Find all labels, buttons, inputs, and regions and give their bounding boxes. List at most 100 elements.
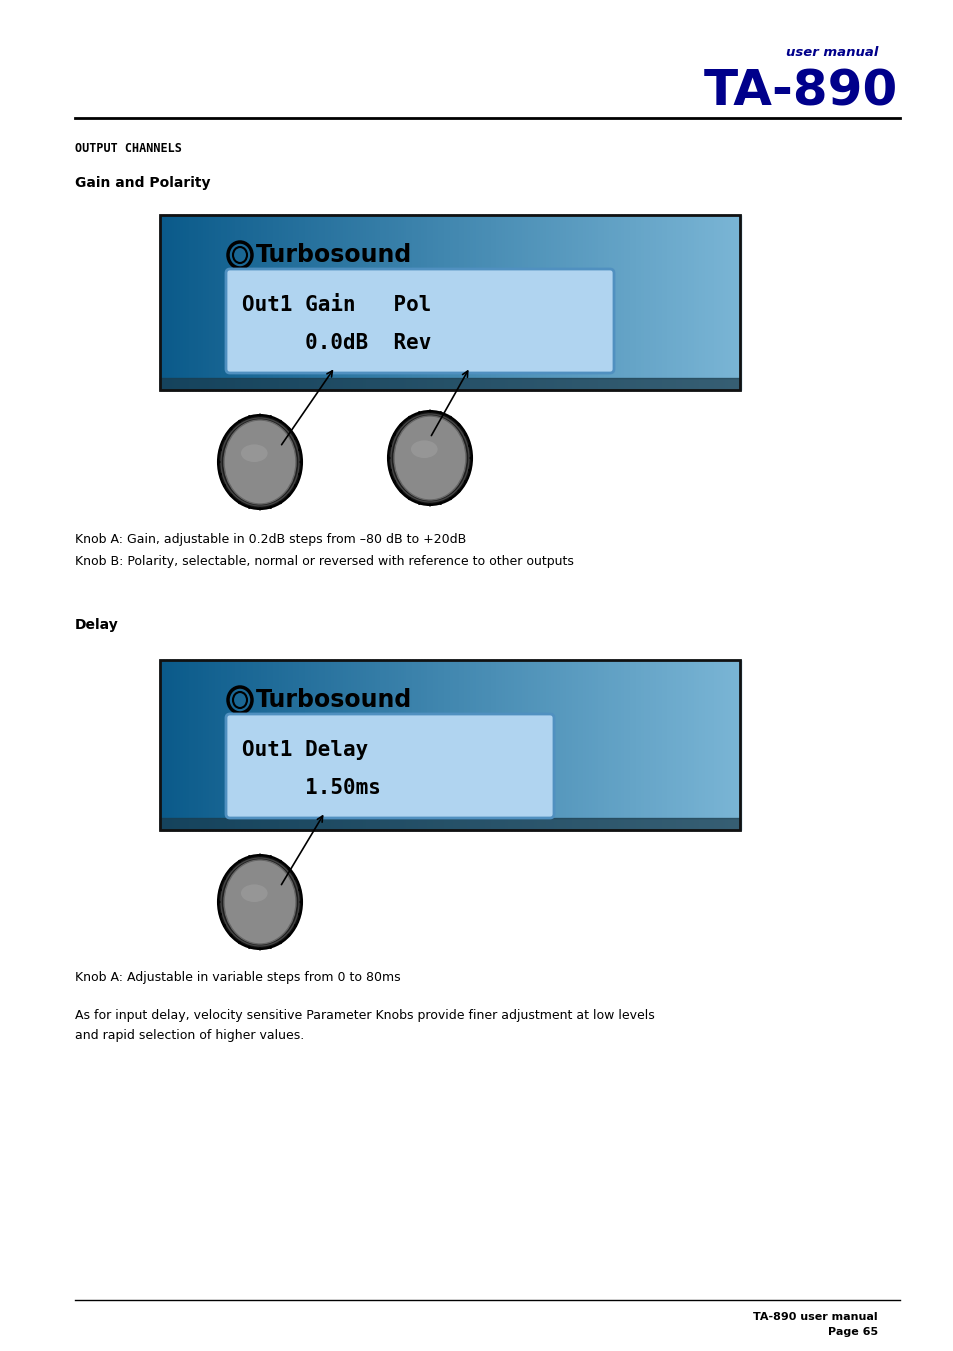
Bar [160, 384, 740, 390]
Bar [224, 215, 228, 390]
Ellipse shape [248, 946, 251, 948]
Bar [478, 215, 482, 390]
Bar [296, 215, 300, 390]
Bar [595, 215, 598, 390]
Bar [643, 661, 647, 830]
Ellipse shape [287, 427, 290, 430]
Ellipse shape [294, 877, 296, 880]
Bar [737, 215, 740, 390]
Bar [163, 661, 167, 830]
Bar [166, 215, 170, 390]
Bar [600, 215, 604, 390]
Bar [319, 661, 323, 830]
Bar [375, 661, 378, 830]
Bar [592, 215, 596, 390]
Bar [331, 661, 335, 830]
Bar [574, 215, 578, 390]
Bar [589, 215, 593, 390]
Bar [348, 215, 352, 390]
Bar [435, 215, 439, 390]
Bar [244, 661, 248, 830]
Ellipse shape [237, 420, 241, 423]
Bar [620, 215, 624, 390]
Bar [426, 215, 430, 390]
Bar [551, 215, 555, 390]
Bar [160, 384, 740, 390]
Bar [476, 661, 479, 830]
Bar [542, 215, 546, 390]
Ellipse shape [230, 427, 233, 430]
Bar [661, 215, 665, 390]
Bar [539, 215, 543, 390]
Bar [200, 215, 204, 390]
Bar [574, 661, 578, 830]
Ellipse shape [218, 449, 222, 451]
Bar [183, 215, 187, 390]
Bar [514, 215, 517, 390]
Bar [498, 215, 502, 390]
Bar [160, 823, 740, 830]
Ellipse shape [258, 947, 261, 951]
Bar [612, 661, 616, 830]
Bar [676, 661, 679, 830]
Bar [169, 661, 172, 830]
Bar [537, 215, 540, 390]
Bar [296, 661, 300, 830]
Bar [375, 215, 378, 390]
Bar [638, 661, 641, 830]
Bar [441, 661, 445, 830]
Bar [247, 661, 251, 830]
Bar [415, 661, 418, 830]
Bar [339, 215, 343, 390]
Bar [160, 823, 740, 830]
Bar [186, 661, 190, 830]
Bar [693, 661, 697, 830]
Bar [197, 661, 201, 830]
Bar [395, 661, 398, 830]
Text: OUTPUT CHANNELS: OUTPUT CHANNELS [75, 142, 182, 154]
Bar [554, 215, 558, 390]
Bar [160, 823, 740, 830]
Ellipse shape [241, 885, 268, 902]
Bar [649, 215, 654, 390]
Bar [525, 215, 529, 390]
Bar [595, 661, 598, 830]
Bar [160, 384, 740, 390]
Bar [305, 215, 309, 390]
Bar [160, 823, 740, 830]
Ellipse shape [237, 859, 241, 863]
Bar [490, 661, 494, 830]
Text: As for input delay, velocity sensitive Parameter Knobs provide finer adjustment : As for input delay, velocity sensitive P… [75, 1009, 654, 1023]
Ellipse shape [391, 413, 469, 503]
Bar [395, 215, 398, 390]
Bar [261, 215, 265, 390]
Bar [386, 661, 390, 830]
Bar [160, 384, 740, 390]
Bar [659, 661, 662, 830]
Bar [522, 661, 526, 830]
Bar [728, 661, 732, 830]
Bar [615, 661, 618, 830]
Bar [737, 661, 740, 830]
Bar [160, 823, 740, 830]
Bar [493, 215, 497, 390]
Ellipse shape [294, 924, 296, 927]
Bar [646, 661, 650, 830]
Bar [275, 215, 279, 390]
Bar [484, 661, 488, 830]
Bar [498, 661, 502, 830]
Bar [163, 215, 167, 390]
Bar [571, 661, 575, 830]
Ellipse shape [221, 417, 298, 507]
Bar [160, 384, 740, 390]
Bar [197, 215, 201, 390]
Bar [160, 823, 740, 830]
Bar [464, 215, 468, 390]
Ellipse shape [224, 420, 295, 504]
Bar [684, 661, 688, 830]
Bar [481, 661, 485, 830]
Ellipse shape [299, 901, 302, 904]
Ellipse shape [399, 423, 402, 427]
Bar [270, 215, 274, 390]
Bar [632, 661, 636, 830]
